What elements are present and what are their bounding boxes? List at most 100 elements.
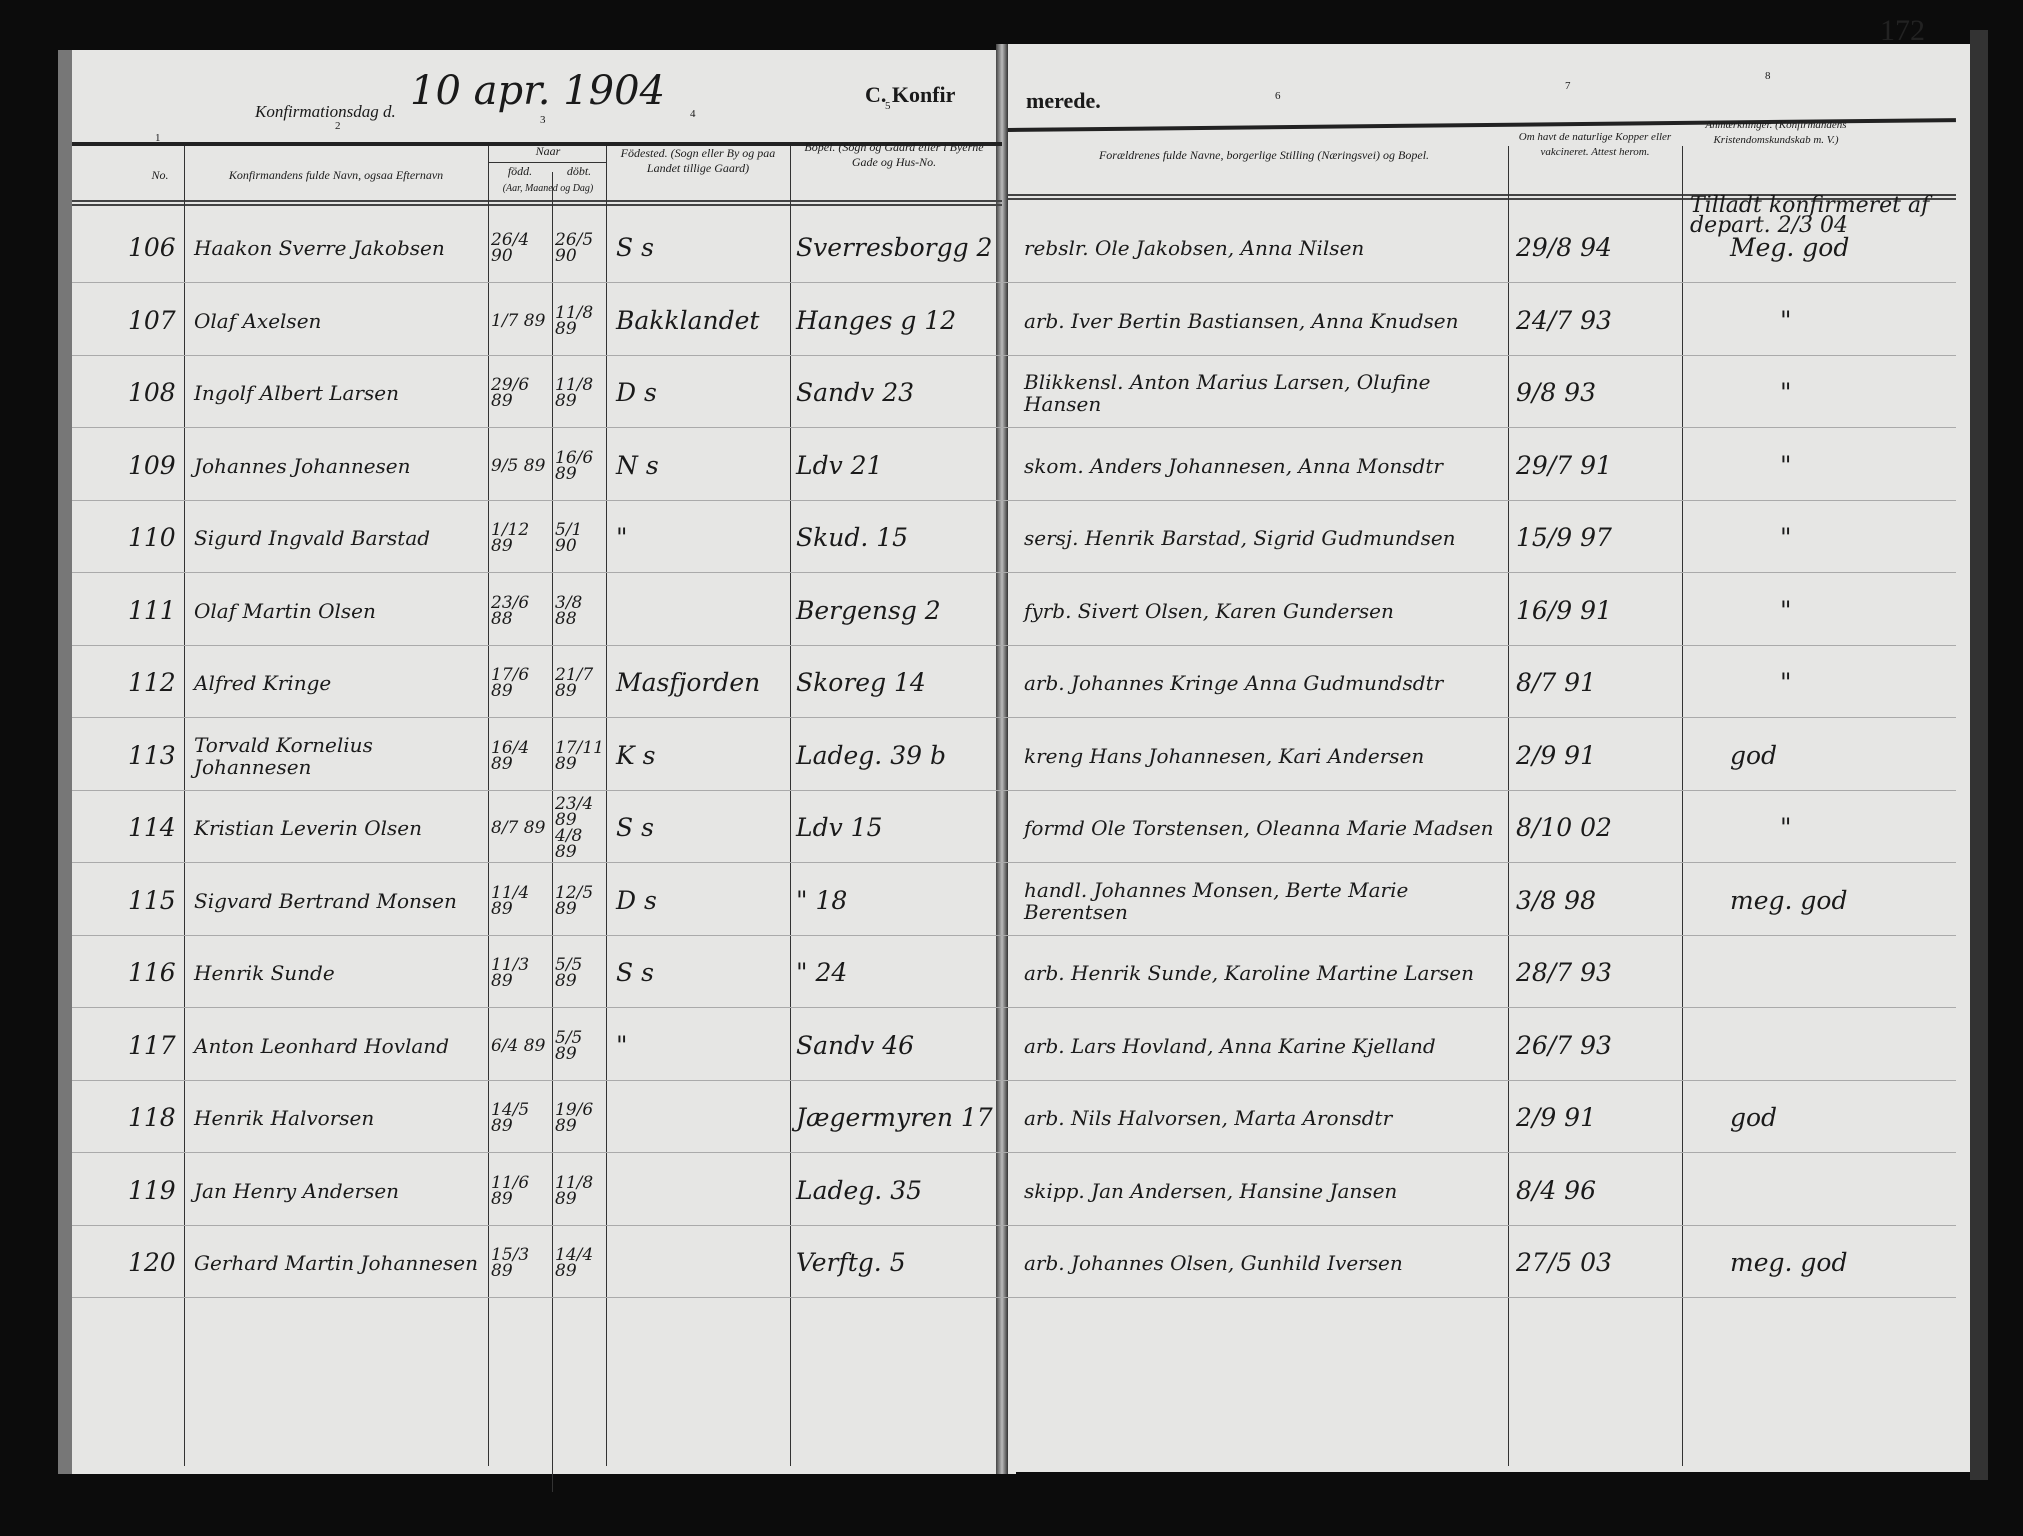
parents: kreng Hans Johannesen, Kari Andersen — [1024, 743, 1425, 768]
vaccination-date-cell: 9/8 93 — [1516, 361, 1678, 425]
parents-cell: kreng Hans Johannesen, Kari Andersen — [1024, 724, 1504, 788]
birth-date-cell: 29/6 89 — [491, 361, 550, 425]
left-page — [58, 50, 1016, 1474]
confirmand-name-cell: Gerhard Martin Johannesen — [194, 1231, 484, 1295]
header-date-note: (Aar, Maaned og Dag) — [502, 183, 594, 194]
baptism-date: 11/8 89 — [555, 1172, 594, 1209]
row-number: 120 — [128, 1248, 176, 1277]
vaccination-date: 8/10 02 — [1516, 813, 1612, 842]
column-divider — [790, 146, 791, 1466]
column-divider — [488, 146, 489, 1466]
birth-date-cell: 1/12 89 — [491, 506, 550, 570]
row-number-cell: 115 — [128, 869, 182, 933]
parents: formd Ole Torstensen, Oleanna Marie Mads… — [1024, 816, 1494, 840]
header-remarks: Anmærkninger. (Konfirmandens Kristendoms… — [1705, 119, 1847, 146]
birth-date: 11/4 89 — [491, 882, 530, 919]
remarks-cell: meg. god — [1730, 1231, 1955, 1295]
vaccination-date-cell: 28/7 93 — [1516, 941, 1678, 1005]
parents-cell: Blikkensl. Anton Marius Larsen, Olufine … — [1024, 361, 1504, 425]
parents-cell: skipp. Jan Andersen, Hansine Jansen — [1024, 1159, 1504, 1223]
birth-date-cell: 14/5 89 — [491, 1086, 550, 1150]
row-number-cell: 112 — [128, 651, 182, 715]
confirmand-name-cell: Henrik Halvorsen — [194, 1086, 484, 1150]
birth-date-cell: 16/4 89 — [491, 724, 550, 788]
birth-date-cell: 26/4 90 — [491, 216, 550, 280]
birth-date: 14/5 89 — [491, 1100, 530, 1136]
birthplace: S s — [616, 813, 654, 842]
parents: arb. Johannes Olsen, Gunhild Iversen — [1024, 1251, 1403, 1275]
confirmand-name-cell: Torvald Kornelius Johannesen — [194, 724, 484, 788]
birth-date: 11/6 89 — [491, 1172, 530, 1209]
parents-cell: arb. Johannes Kringe Anna Gudmundsdtr — [1024, 651, 1504, 715]
parents: skipp. Jan Andersen, Hansine Jansen — [1024, 1178, 1398, 1203]
row-number-cell: 106 — [128, 216, 182, 280]
birth-date-cell: 17/6 89 — [491, 651, 550, 715]
section-title-left: C. Konfir — [865, 82, 956, 107]
baptism-date: 19/6 89 — [555, 1100, 594, 1136]
residence: Jægermyren 17 — [796, 1103, 993, 1132]
vaccination-date-cell: 3/8 98 — [1516, 869, 1678, 933]
birth-date-cell: 8/7 89 — [491, 796, 550, 860]
row-number-cell: 113 — [128, 724, 182, 788]
baptism-date: 23/4 89 4/8 89 — [555, 794, 594, 862]
residence: Verftg. 5 — [796, 1248, 906, 1277]
confirmand-name: Sigurd Ingvald Barstad — [194, 526, 431, 550]
column-number: 5 — [885, 100, 891, 112]
birthplace-cell: S s — [616, 941, 786, 1005]
confirmand-name: Olaf Martin Olsen — [194, 598, 376, 623]
remarks: " — [1780, 668, 1792, 697]
baptism-date-cell: 21/7 89 — [555, 651, 605, 715]
header-fodested: Födested. (Sogn eller By og paa Landet t… — [620, 146, 776, 175]
row-number: 107 — [128, 305, 176, 335]
birth-date: 9/5 89 — [491, 455, 546, 476]
parents: arb. Iver Bertin Bastiansen, Anna Knudse… — [1024, 308, 1459, 333]
row-number: 114 — [128, 813, 176, 842]
row-number-cell: 117 — [128, 1014, 182, 1078]
header-parents: Forældrenes fulde Navne, borgerlige Stil… — [1098, 148, 1430, 162]
residence-cell: Jægermyren 17 — [796, 1086, 994, 1150]
birthplace-cell: S s — [616, 216, 786, 280]
birth-date: 29/6 89 — [491, 375, 530, 411]
vaccination-date-cell: 2/9 91 — [1516, 1086, 1678, 1150]
parents: arb. Henrik Sunde, Karoline Martine Lars… — [1024, 961, 1474, 985]
residence: Ladeg. 39 b — [796, 740, 946, 770]
parents: handl. Johannes Monsen, Berte Marie Bere… — [1024, 877, 1409, 924]
book-gutter — [996, 44, 1008, 1474]
row-number-cell: 111 — [128, 579, 182, 643]
baptism-date-cell: 11/8 89 — [555, 361, 605, 425]
row-number-cell: 109 — [128, 434, 182, 498]
row-rule — [72, 717, 1956, 718]
header-top-rule-left — [72, 142, 1002, 146]
vaccination-date: 2/9 91 — [1516, 1103, 1596, 1132]
birth-date-cell: 15/3 89 — [491, 1231, 550, 1295]
residence: " 18 — [796, 885, 848, 915]
parents-cell: arb. Nils Halvorsen, Marta Aronsdtr — [1024, 1086, 1504, 1150]
remarks-cell: " — [1780, 289, 2005, 353]
vaccination-date-cell: 29/8 94 — [1516, 216, 1678, 280]
vaccination-date: 29/7 91 — [1516, 450, 1612, 480]
row-number: 115 — [128, 885, 176, 915]
baptism-date-cell: 5/5 89 — [555, 941, 605, 1005]
remarks: " — [1780, 378, 1792, 407]
birthplace-cell — [616, 1159, 786, 1223]
vaccination-date: 27/5 03 — [1516, 1248, 1612, 1277]
vaccination-date-cell: 16/9 91 — [1516, 579, 1678, 643]
confirmand-name: Haakon Sverre Jakobsen — [194, 236, 445, 260]
vaccination-date-cell: 8/7 91 — [1516, 651, 1678, 715]
row-number: 116 — [128, 958, 176, 987]
confirmand-name-cell: Jan Henry Andersen — [194, 1159, 484, 1223]
remarks-cell: god — [1730, 1086, 1955, 1150]
parents: sersj. Henrik Barstad, Sigrid Gudmundsen — [1024, 526, 1456, 550]
residence-cell: Ladeg. 35 — [796, 1159, 994, 1223]
birthplace: K s — [616, 740, 656, 770]
row-number: 110 — [128, 523, 176, 552]
remarks: god — [1730, 1103, 1778, 1132]
residence: Hanges g 12 — [796, 305, 957, 335]
row-number: 111 — [128, 595, 176, 625]
confirmand-name-cell: Henrik Sunde — [194, 941, 484, 1005]
row-number: 112 — [128, 668, 176, 697]
remarks: god — [1730, 740, 1778, 770]
remarks-cell — [1730, 1014, 1955, 1078]
remarks-cell — [1730, 1159, 1955, 1223]
vaccination-date: 24/7 93 — [1516, 305, 1612, 335]
